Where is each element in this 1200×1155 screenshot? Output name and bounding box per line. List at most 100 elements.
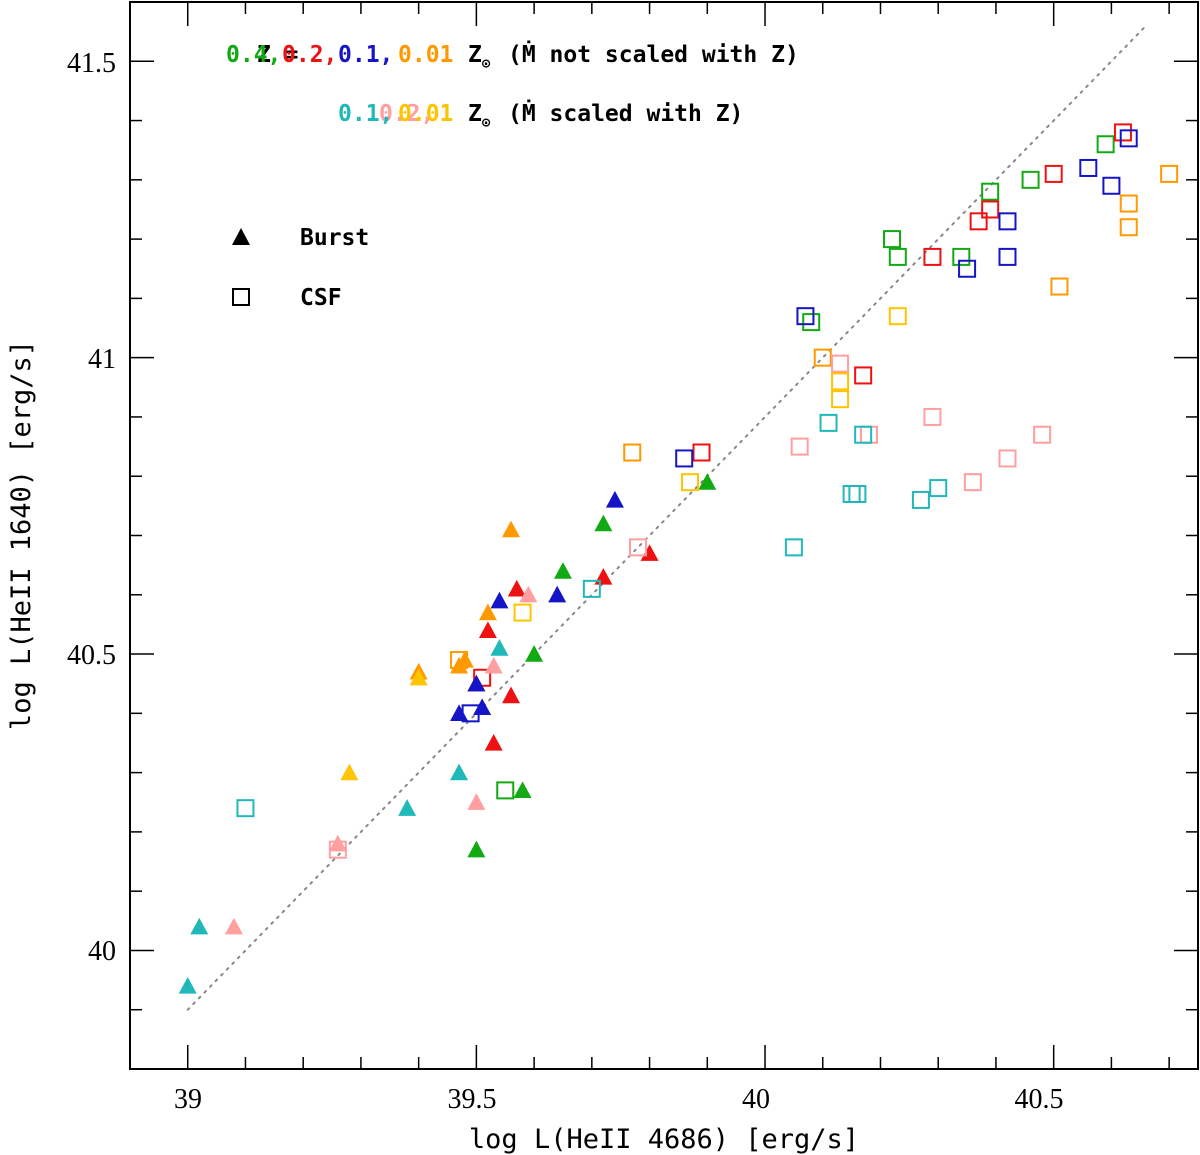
burst-point [178,977,197,994]
csf-point [911,490,930,509]
legend-row1-note: (Ṁ not scaled with Z) [508,40,799,68]
y-tick-label-41: 41 [88,344,116,375]
legend-csf-label: CSF [300,285,342,311]
csf-point [1079,158,1098,177]
burst-point [640,544,659,561]
burst-point [525,645,544,662]
csf-point [790,437,809,456]
legend-csf-marker [232,288,250,306]
burst-point [519,585,538,603]
legend-scaled-zsun-symbol: Z [468,101,482,127]
burst-point [467,840,486,858]
csf-point [1119,129,1138,148]
burst-point [340,763,359,781]
csf-point [675,449,694,468]
csf-point [496,781,515,800]
burst-point [484,656,503,674]
burst-point [605,490,624,508]
csf-point [831,354,850,373]
y-axis-label: log L(HeII 1640) [erg/s] [6,340,37,730]
legend-sun-subscript: ⊙ [482,56,491,72]
legend-z-prefix: Z = [257,42,312,68]
legend-value-0.01: 0.01 [398,42,453,68]
csf-point [1096,135,1115,154]
legend-scaled-value-0.2: 0.2, [379,101,434,127]
csf-point [998,247,1017,266]
burst-point [328,834,347,852]
one-to-one-reference-line [186,24,1148,1011]
burst-point [224,917,243,935]
csf-point [958,259,977,278]
burst-point [502,520,521,538]
csf-point [929,479,948,498]
csf-point [802,313,821,332]
csf-point [680,473,699,492]
csf-point [1113,123,1132,142]
csf-point [883,230,902,249]
data-points [178,123,1179,994]
svg-text:0.2,0.1,0.01Z⊙(Ṁ scaled with Z: 0.2,0.1, 0.01 Z⊙ (Ṁ scaled with Z) [282,99,813,131]
x-axis-label: log L(HeII 4686) [erg/s] [469,1124,859,1155]
csf-point [888,247,907,266]
burst-point [478,603,497,621]
burst-point [190,917,209,935]
legend-value-0.1: 0.1, [338,42,393,68]
legend-scaled-sun-subscript: ⊙ [482,115,491,131]
x-tick-label-39: 39 [174,1084,202,1115]
csf-point [888,307,907,326]
csf-point [831,372,850,391]
csf-point [831,390,850,409]
csf-point [981,200,1000,219]
csf-point [819,413,838,432]
csf-point [998,212,1017,231]
burst-point [450,704,469,721]
csf-point [1102,176,1121,195]
legend-burst-label: Burst [300,225,369,251]
csf-point [923,247,942,266]
one-to-one-line [186,24,1148,1011]
y-tick-label-40.5: 40.5 [67,640,116,671]
x-tick-label-40: 40 [742,1084,770,1115]
csf-point [813,348,832,367]
burst-point [698,473,717,490]
csf-point [1021,170,1040,189]
x-tick-label-39.5: 39.5 [448,1084,497,1115]
svg-text:Z = 0.4,0.2,0.1,0.01Z⊙(Ṁ not s: Z = 0.4,0.2,0.1, 0.01 Z⊙ (Ṁ not scaled with… [160,40,868,72]
burst-point [467,674,486,692]
csf-point [513,603,532,622]
legend-scaled-value-0.1: 0.1, [338,101,393,127]
csf-point [1044,164,1063,183]
csf-point [582,579,601,598]
legend-burst-marker [232,228,250,245]
x-tick-label-40.5: 40.5 [1015,1084,1064,1115]
csf-point [859,425,878,444]
csf-point [784,538,803,557]
burst-point [513,781,532,799]
burst-point [490,639,509,656]
burst-point [450,763,469,781]
csf-point [854,366,873,385]
legend-value-0.4: 0.4, [226,42,281,68]
csf-point [1119,218,1138,237]
burst-point [594,514,613,532]
csf-point [1033,425,1052,444]
csf-point [952,247,971,266]
burst-point [502,686,521,704]
legend: Z = 0.4,0.2,0.1, 0.01 Z⊙ (Ṁ not scaled with… [160,40,868,311]
csf-point [963,473,982,492]
y-tick-label-41.5: 41.5 [67,48,116,79]
burst-point [484,733,503,751]
plot-frame [129,1,1199,1070]
burst-point [478,621,497,638]
csf-point [854,425,873,444]
legend-row2-note: (Ṁ scaled with Z) [508,99,743,127]
csf-point [692,443,711,462]
csf-point [629,538,648,557]
csf-point [1119,194,1138,213]
legend-zsun-symbol: Z [468,42,482,68]
csf-point [981,182,1000,201]
csf-point [796,307,815,326]
burst-point [594,567,613,585]
legend-value-0.2: 0.2, [282,42,337,68]
